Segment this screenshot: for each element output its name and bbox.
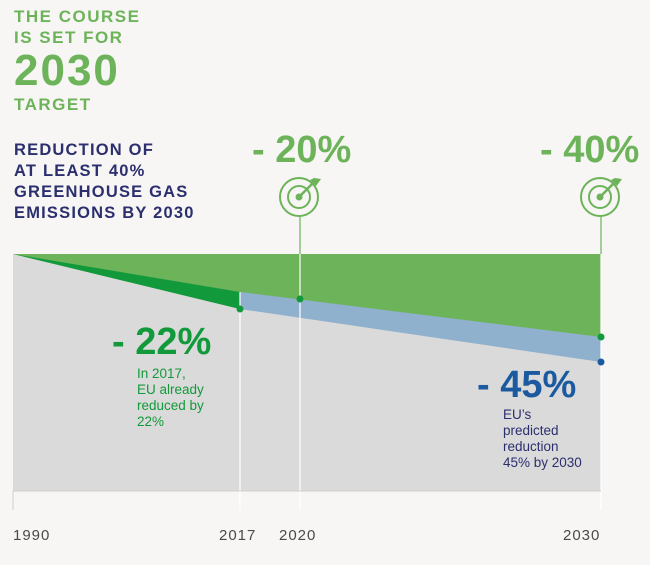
predicted-area bbox=[240, 292, 601, 362]
header-line-1: THE COURSE bbox=[14, 7, 141, 26]
achieved-area bbox=[13, 254, 240, 309]
point-2030-target bbox=[597, 333, 605, 341]
header-line-3: TARGET bbox=[14, 95, 92, 114]
target-icon bbox=[279, 177, 321, 217]
tick-label-2020: 2020 bbox=[279, 527, 317, 544]
subtitle-line: AT LEAST 40% bbox=[14, 162, 146, 180]
label-target-2030: - 40% bbox=[540, 129, 640, 171]
point-2020 bbox=[296, 295, 304, 303]
note-line: 45% by 2030 bbox=[503, 455, 582, 470]
note-line: EU’s bbox=[503, 407, 532, 422]
note-line: predicted bbox=[503, 423, 559, 438]
note-line: EU already bbox=[137, 382, 204, 397]
header: THE COURSE IS SET FOR 2030 TARGET bbox=[14, 6, 140, 115]
note-line: In 2017, bbox=[137, 366, 186, 381]
subtitle-line: REDUCTION OF bbox=[14, 141, 154, 159]
note-line: 22% bbox=[137, 414, 165, 429]
note-line: reduction bbox=[503, 439, 559, 454]
predicted-note: EU’s predicted reduction 45% by 2030 bbox=[503, 407, 582, 471]
tick-label-2030: 2030 bbox=[563, 527, 601, 544]
chart-subtitle: REDUCTION OF AT LEAST 40% GREENHOUSE GAS… bbox=[14, 140, 195, 224]
header-year: 2030 bbox=[14, 46, 120, 95]
target-icon bbox=[580, 177, 622, 217]
subtitle-line: EMISSIONS BY 2030 bbox=[14, 204, 195, 222]
label-predicted-2030: - 45% bbox=[477, 364, 577, 406]
tick-label-1990: 1990 bbox=[13, 527, 51, 544]
header-line-2: IS SET FOR bbox=[14, 28, 124, 47]
label-target-2020: - 20% bbox=[252, 129, 352, 171]
achieved-note: In 2017, EU already reduced by 22% bbox=[137, 366, 204, 430]
target-area bbox=[13, 254, 601, 337]
subtitle-line: GREENHOUSE GAS bbox=[14, 183, 189, 201]
label-achieved-2017: - 22% bbox=[112, 321, 212, 363]
point-2017 bbox=[236, 305, 244, 313]
note-line: reduced by bbox=[137, 398, 204, 413]
tick-label-2017: 2017 bbox=[219, 527, 257, 544]
point-2030-predicted bbox=[597, 358, 605, 366]
